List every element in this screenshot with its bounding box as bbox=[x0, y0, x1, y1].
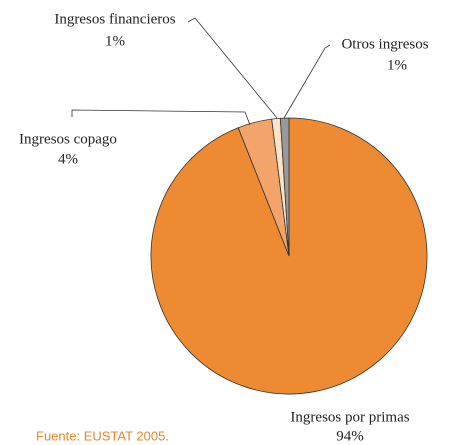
source-note: Fuente: EUSTAT 2005. bbox=[36, 428, 169, 443]
slice-label: Ingresos por primas bbox=[290, 409, 409, 425]
slice-label: Ingresos financieros bbox=[54, 11, 175, 27]
leader-line bbox=[283, 44, 331, 119]
leader-line bbox=[71, 109, 251, 126]
slice-value-label: 4% bbox=[58, 151, 78, 167]
slice-value-label: 1% bbox=[105, 33, 125, 49]
slice-value-label: 94% bbox=[336, 428, 364, 444]
slice-label: Ingresos copago bbox=[19, 131, 117, 147]
leader-line bbox=[187, 17, 278, 119]
slice-label: Otros ingresos bbox=[341, 36, 428, 52]
pie-slice bbox=[279, 117, 290, 257]
slice-value-label: 1% bbox=[387, 57, 407, 73]
